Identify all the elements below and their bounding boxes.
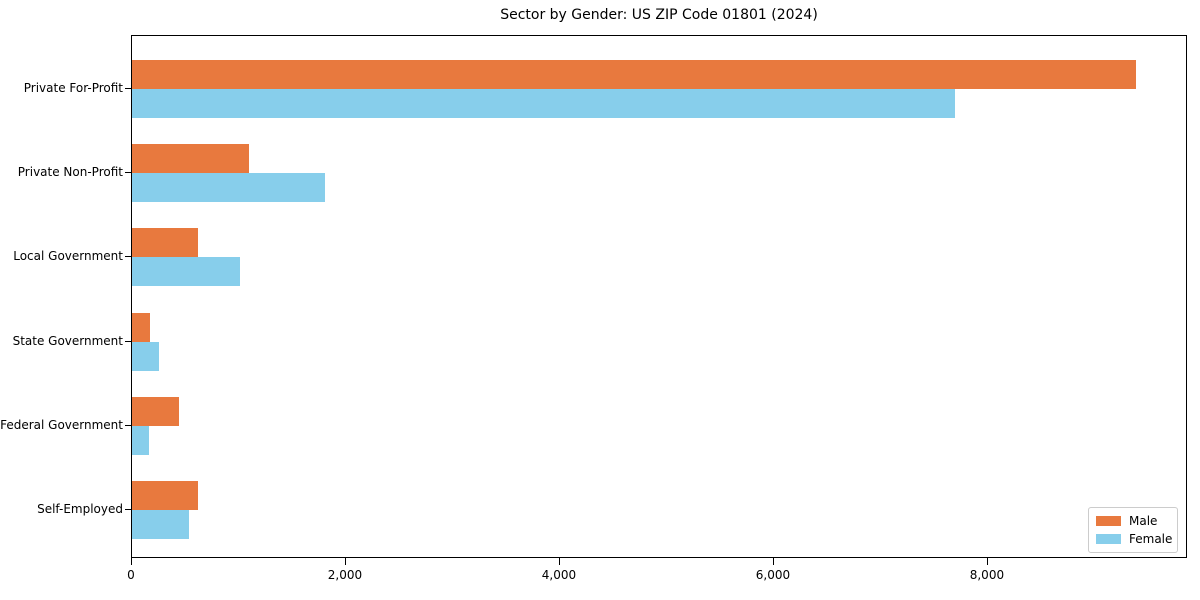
y-tick-mark <box>125 256 131 258</box>
category-label-private-for-profit: Private For-Profit <box>23 81 123 95</box>
bar-female-private-non-profit <box>132 173 326 203</box>
bar-male-self-employed <box>132 481 199 510</box>
legend-swatch-male <box>1096 516 1121 526</box>
y-tick-mark <box>125 509 131 510</box>
bar-male-private-for-profit <box>132 60 1136 89</box>
x-tick-label: 8,000 <box>969 568 1005 582</box>
category-label-federal-government: Federal Government <box>0 417 123 432</box>
plot-area <box>131 35 1187 558</box>
legend: Male Female <box>1088 507 1178 553</box>
bar-male-private-non-profit <box>132 144 250 174</box>
y-tick-mark <box>125 88 131 89</box>
x-tick-label: 0 <box>127 568 135 582</box>
x-tick-label: 4,000 <box>541 568 577 582</box>
bar-male-federal-government <box>132 396 179 426</box>
legend-swatch-female <box>1096 534 1121 544</box>
legend-entry-female: Female <box>1096 531 1173 547</box>
category-label-self-employed: Self-Employed <box>37 502 123 516</box>
bar-female-federal-government <box>132 425 149 455</box>
y-tick-mark <box>125 424 131 426</box>
bar-male-state-government <box>132 312 150 342</box>
y-tick-mark <box>125 340 131 342</box>
x-tick-mark <box>558 558 560 565</box>
category-label-state-government: State Government <box>12 333 123 348</box>
y-tick-mark <box>125 172 131 174</box>
bar-female-private-for-profit <box>132 89 956 118</box>
bar-male-local-government <box>132 228 198 258</box>
bar-female-state-government <box>132 341 159 371</box>
x-tick-label: 2,000 <box>327 568 363 582</box>
legend-label-female: Female <box>1129 532 1173 546</box>
x-tick-mark <box>772 558 774 565</box>
legend-entry-male: Male <box>1096 513 1170 529</box>
x-tick-mark <box>131 558 132 565</box>
x-tick-label: 6,000 <box>755 568 791 582</box>
x-tick-mark <box>344 558 346 565</box>
bar-female-self-employed <box>132 510 190 539</box>
x-tick-mark <box>986 558 988 565</box>
category-label-private-non-profit: Private Non-Profit <box>17 165 123 180</box>
bar-female-local-government <box>132 257 240 287</box>
category-label-local-government: Local Government <box>13 249 123 264</box>
legend-label-male: Male <box>1129 514 1158 528</box>
chart-title: Sector by Gender: US ZIP Code 01801 (202… <box>500 7 818 23</box>
